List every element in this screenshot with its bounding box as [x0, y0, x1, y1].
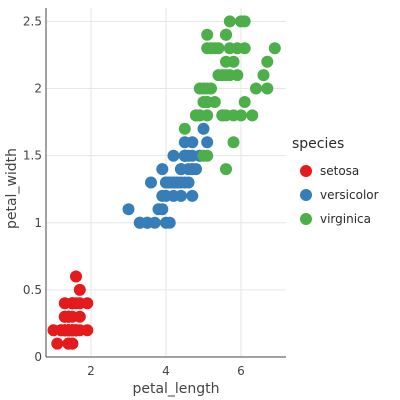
point-virginica: [223, 15, 236, 28]
point-virginica: [193, 82, 206, 95]
y-tick-label: 0: [34, 350, 42, 364]
point-setosa: [70, 270, 82, 283]
point-setosa: [66, 297, 79, 310]
legend-title: species: [292, 136, 344, 152]
legend-label-virginica: virginica: [320, 212, 371, 226]
y-tick-label: 1: [34, 216, 42, 230]
point-virginica: [216, 109, 229, 122]
point-setosa: [81, 297, 94, 310]
y-tick-label: 2.5: [23, 14, 42, 28]
legend-marker-virginica: [300, 213, 312, 225]
point-setosa: [73, 283, 86, 296]
y-tick-label: 0.5: [23, 283, 42, 297]
point-virginica: [235, 109, 247, 122]
point-versicolor: [178, 136, 191, 149]
point-virginica: [205, 82, 217, 95]
legend-label-setosa: setosa: [320, 164, 359, 178]
point-virginica: [220, 28, 232, 41]
point-virginica: [220, 163, 232, 176]
y-tick-label: 2: [34, 82, 42, 96]
point-virginica: [201, 109, 214, 122]
point-virginica: [246, 109, 259, 122]
point-virginica: [178, 122, 191, 135]
point-versicolor: [197, 122, 210, 135]
point-versicolor: [182, 163, 195, 176]
legend-marker-versicolor: [300, 189, 312, 201]
legend: species setosa versicolor virginica: [292, 136, 379, 226]
legend-marker-setosa: [300, 165, 312, 177]
x-tick-label: 2: [87, 364, 95, 378]
point-versicolor: [167, 149, 180, 162]
point-versicolor: [163, 216, 176, 229]
y-axis-title: petal_width: [4, 148, 20, 229]
axes: 2 4 6 0 0.5 1 1.5 2 2.5 petal_length petal_width: [4, 8, 286, 397]
point-virginica: [257, 69, 270, 82]
point-virginica: [227, 136, 240, 149]
point-versicolor: [156, 163, 169, 176]
point-virginica: [212, 42, 225, 55]
point-versicolor: [145, 176, 157, 189]
point-virginica: [238, 96, 251, 108]
point-versicolor: [163, 176, 176, 189]
point-virginica: [268, 42, 281, 55]
point-virginica: [212, 69, 225, 82]
point-versicolor: [186, 149, 199, 162]
point-versicolor: [122, 203, 135, 216]
point-versicolor: [201, 136, 214, 149]
point-setosa: [51, 337, 64, 350]
point-virginica: [250, 82, 262, 95]
point-setosa: [62, 337, 75, 350]
point-versicolor: [152, 203, 165, 216]
data-points: [47, 15, 281, 350]
point-virginica: [238, 15, 251, 28]
point-virginica: [261, 82, 274, 95]
point-versicolor: [133, 216, 146, 229]
point-virginica: [197, 96, 210, 108]
point-virginica: [201, 149, 214, 162]
y-tick-label: 1.5: [23, 149, 42, 163]
point-virginica: [261, 55, 274, 68]
point-virginica: [201, 28, 214, 41]
point-virginica: [231, 42, 244, 55]
x-tick-label: 4: [162, 364, 170, 378]
point-virginica: [220, 55, 232, 68]
point-setosa: [62, 324, 75, 337]
point-versicolor: [167, 189, 180, 202]
point-setosa: [81, 324, 94, 337]
legend-label-versicolor: versicolor: [320, 188, 379, 202]
point-virginica: [190, 109, 202, 122]
x-tick-label: 6: [237, 364, 245, 378]
point-setosa: [62, 310, 75, 323]
point-versicolor: [186, 189, 199, 202]
x-axis-title: petal_length: [132, 381, 219, 397]
point-versicolor: [148, 216, 161, 229]
